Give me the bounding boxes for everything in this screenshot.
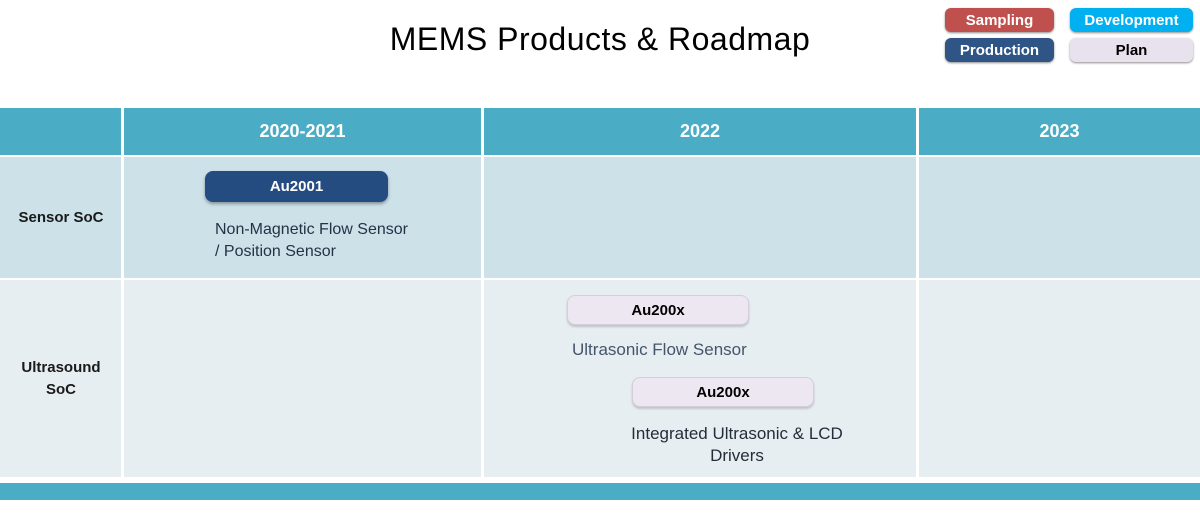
product-description-integrated-lcd: Integrated Ultrasonic & LCD Drivers xyxy=(557,423,917,467)
product-badge-au2001: Au2001 xyxy=(205,171,388,202)
row-divider xyxy=(0,155,1200,157)
description-line: Non-Magnetic Flow Sensor xyxy=(215,221,408,238)
column-header-2023: 2023 xyxy=(1039,121,1080,141)
legend-chip-production: Production xyxy=(945,38,1054,62)
bottom-accent-bar xyxy=(0,483,1200,500)
column-divider xyxy=(481,108,484,477)
table-header-band xyxy=(0,108,1200,155)
row-label-ultrasound-soc: Ultrasound SoC xyxy=(0,280,122,477)
row-sensor-soc-band xyxy=(0,157,1200,278)
column-header-2022: 2022 xyxy=(679,121,721,141)
description-line: / Position Sensor xyxy=(215,243,336,260)
row-label-text: Ultrasound SoC xyxy=(21,358,101,398)
column-divider xyxy=(916,108,919,477)
page-title: MEMS Products & Roadmap xyxy=(389,21,811,57)
product-badge-au200x-lcd: Au200x xyxy=(632,377,814,407)
description-line: Integrated Ultrasonic & LCD xyxy=(631,424,843,443)
status-legend: Sampling Development Production Plan xyxy=(945,8,1193,62)
legend-chip-plan: Plan xyxy=(1070,38,1193,62)
legend-chip-sampling: Sampling xyxy=(945,8,1054,32)
column-header-2020-2021: 2020-2021 xyxy=(259,121,346,141)
legend-chip-development: Development xyxy=(1070,8,1193,32)
row-divider xyxy=(0,278,1200,280)
row-label-sensor-soc: Sensor SoC xyxy=(18,209,104,226)
product-description-ultrasonic-flow: Ultrasonic Flow Sensor xyxy=(572,340,747,359)
description-line: Drivers xyxy=(710,446,764,465)
product-description-au2001: Non-Magnetic Flow Sensor / Position Sens… xyxy=(215,219,408,263)
product-badge-au200x-flow: Au200x xyxy=(567,295,749,325)
column-divider xyxy=(121,108,124,477)
